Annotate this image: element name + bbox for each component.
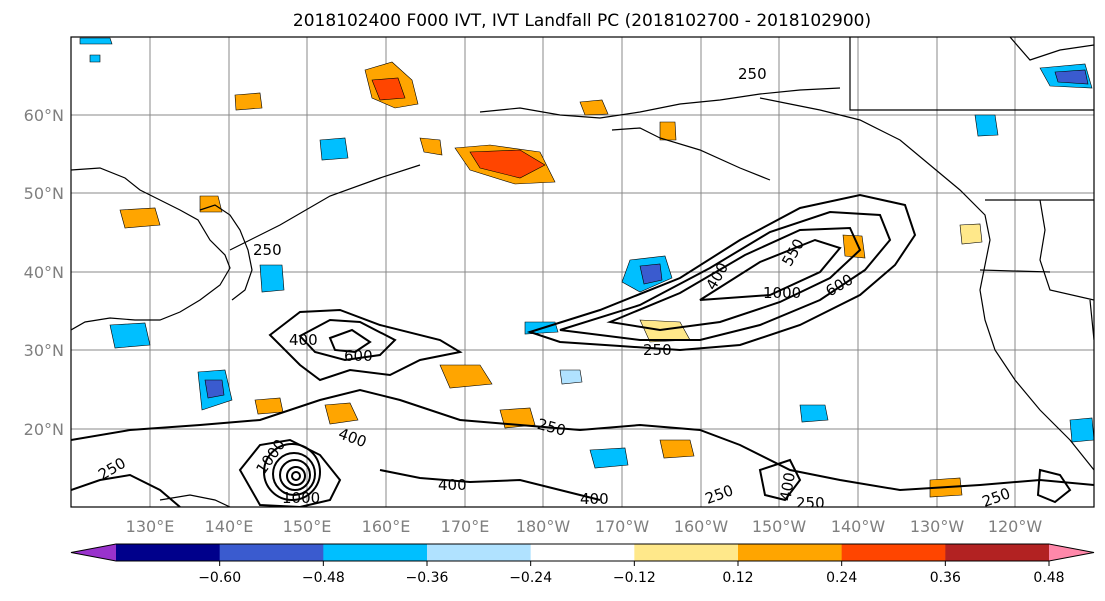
lat-label: 20°N <box>24 420 64 439</box>
colorbar-tick-label: 0.12 <box>722 570 753 586</box>
colorbar: −0.60 −0.48 −0.36 −0.24 −0.12 0.12 0.24 0.36 0.4… <box>70 543 1095 586</box>
colorbar-tick-label: −0.48 <box>302 570 345 586</box>
lon-label: 180°W <box>516 517 571 536</box>
coastlines <box>71 37 1094 507</box>
contour-label-250: 250 <box>738 65 767 83</box>
contour-label-1000: 1000 <box>282 489 320 507</box>
map-frame <box>70 36 1095 508</box>
lat-label: 60°N <box>24 106 64 125</box>
colorbar-segment <box>530 544 635 561</box>
colorbar-tick-label: 0.48 <box>1033 570 1064 586</box>
colorbar-tick-label: −0.12 <box>613 570 656 586</box>
contour-label-250: 250 <box>253 241 282 259</box>
lat-labels: 60°N 50°N 40°N 30°N 20°N <box>24 106 64 439</box>
colorbar-segment <box>427 544 532 561</box>
gridlines <box>71 37 1094 507</box>
colorbar-tick-label: 0.36 <box>930 570 961 586</box>
colorbar-segment <box>738 544 843 561</box>
contour-label-400: 400 <box>438 476 467 494</box>
lat-label: 30°N <box>24 341 64 360</box>
colorbar-tick-label: −0.60 <box>198 570 241 586</box>
lon-label: 160°W <box>674 517 729 536</box>
colorbar-outline <box>70 543 1095 562</box>
contour-label-250: 250 <box>796 494 825 512</box>
lon-label: 140°W <box>831 517 886 536</box>
lon-label: 140°E <box>205 517 254 536</box>
colorbar-segment <box>945 544 1050 561</box>
figure-title: 2018102400 F000 IVT, IVT Landfall PC (20… <box>293 11 871 31</box>
lat-label: 50°N <box>24 184 64 203</box>
colorbar-segment <box>634 544 739 561</box>
lon-label: 150°E <box>283 517 332 536</box>
colorbar-extend-low <box>71 544 116 561</box>
contour-label-400: 400 <box>289 331 318 349</box>
colorbar-segment <box>841 544 946 561</box>
colorbar-extend-high <box>1049 544 1094 561</box>
map-content: 250 250 400 550 1000 600 250 400 600 250… <box>71 37 1094 512</box>
lon-label: 170°E <box>441 517 490 536</box>
lon-labels: 130°E 140°E 150°E 160°E 170°E 180°W 170°… <box>126 517 1043 536</box>
colorbar-tick-label: −0.36 <box>406 570 449 586</box>
ivt-contours <box>71 193 1094 507</box>
lon-label: 150°W <box>752 517 807 536</box>
contour-label-250: 250 <box>643 341 672 359</box>
colorbar-segment <box>323 544 428 561</box>
colorbar-tick-label: 0.24 <box>826 570 857 586</box>
lon-label: 160°E <box>362 517 411 536</box>
lat-label: 40°N <box>24 263 64 282</box>
colorbar-segment <box>219 544 324 561</box>
colorbar-tick-label: −0.24 <box>509 570 552 586</box>
lon-label: 120°W <box>988 517 1043 536</box>
contour-label-400: 400 <box>776 471 799 502</box>
contour-label-1000: 1000 <box>763 284 801 302</box>
pc-shading <box>79 37 1094 498</box>
lon-label: 170°W <box>595 517 650 536</box>
lon-label: 130°E <box>126 517 175 536</box>
contour-label-600: 600 <box>344 347 373 365</box>
colorbar-segment <box>116 544 221 561</box>
contour-label-400: 400 <box>580 490 609 508</box>
lon-label: 130°W <box>910 517 965 536</box>
